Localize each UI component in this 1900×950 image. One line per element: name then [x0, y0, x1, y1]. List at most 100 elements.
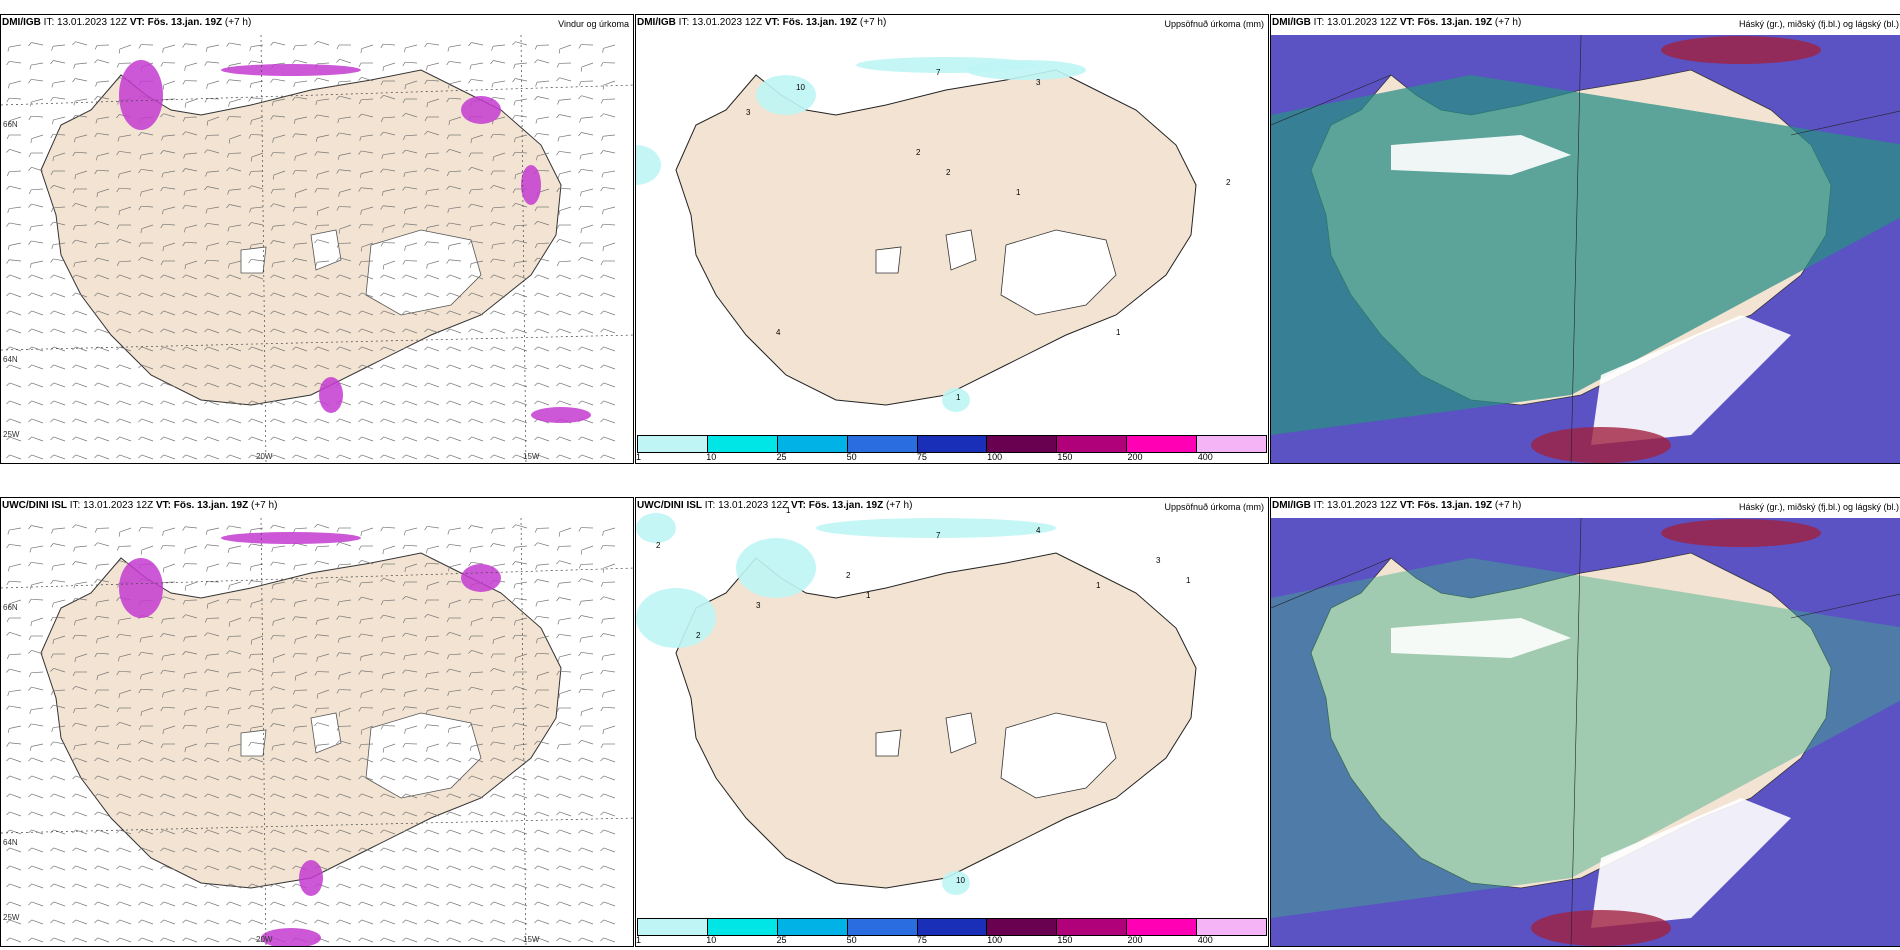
wind-barb	[600, 454, 615, 463]
wind-barb	[29, 241, 43, 247]
wind-barb	[72, 346, 87, 355]
wind-barb	[512, 919, 527, 928]
colorbar-label: 25	[776, 452, 786, 462]
wind-barb	[270, 400, 285, 409]
wind-barb	[600, 775, 615, 784]
wind-barb	[556, 560, 571, 568]
wind-barb	[95, 45, 109, 49]
wind-barb	[402, 847, 417, 856]
precip-blob	[461, 96, 501, 124]
wind-barb	[424, 829, 439, 838]
wind-barb	[94, 542, 109, 550]
wind-barb	[600, 418, 615, 427]
wind-barb	[578, 847, 593, 856]
wind-barb	[534, 274, 549, 283]
wind-barb	[490, 436, 505, 445]
wind-barb	[490, 543, 505, 550]
wind-barb	[50, 883, 65, 892]
wind-barb	[402, 829, 417, 838]
valid-label: VT:	[765, 17, 780, 28]
init-time: IT: 13.01.2023 12Z	[705, 500, 788, 511]
wind-barb	[601, 99, 615, 103]
axis-label-15w: 15W	[523, 452, 539, 461]
wind-barb	[28, 364, 43, 373]
wind-barb	[227, 563, 241, 568]
wind-barb	[446, 400, 461, 409]
wind-barb	[95, 81, 109, 86]
panel-title: DMI/IGB IT: 13.01.2023 12Z VT: Fös. 13.j…	[637, 17, 886, 28]
colorbar-swatch	[708, 436, 778, 452]
wind-barb	[512, 310, 527, 319]
wind-barb	[227, 43, 241, 49]
colorbar-swatch	[1057, 919, 1127, 935]
wind-barb	[513, 99, 527, 105]
wind-barb	[6, 292, 21, 301]
wind-barb	[600, 292, 615, 301]
wind-barb	[50, 382, 65, 391]
wind-barb	[380, 382, 395, 391]
panel-field-title: Uppsöfnuð úrkoma (mm)	[1164, 19, 1264, 29]
wind-barb	[29, 744, 44, 751]
wind-barb	[490, 883, 505, 892]
wind-barb	[28, 274, 43, 283]
wind-barb	[72, 328, 87, 337]
wind-barb	[116, 865, 131, 874]
wind-barb	[28, 775, 43, 784]
wind-barb	[534, 775, 549, 784]
wind-barb	[490, 937, 505, 946]
wind-barb	[72, 561, 87, 568]
wind-barb	[51, 97, 65, 103]
wind-barb	[226, 454, 241, 463]
wind-barb	[534, 919, 549, 928]
wind-barb	[402, 346, 417, 355]
wind-barb	[226, 436, 241, 445]
wind-barb	[7, 135, 21, 139]
wind-barb	[94, 937, 109, 946]
wind-barb	[490, 418, 505, 427]
wind-barb	[512, 883, 527, 892]
wind-barb	[381, 44, 395, 49]
wind-barb	[600, 346, 615, 355]
wind-barb	[72, 937, 87, 946]
wind-barb	[162, 81, 177, 90]
wind-barb	[270, 454, 285, 463]
wind-barb	[490, 811, 505, 820]
wind-barb	[556, 292, 571, 301]
wind-barb	[161, 582, 175, 586]
wind-barb	[182, 937, 197, 946]
cloud-map	[1271, 15, 1900, 464]
glacier	[876, 247, 901, 273]
precip-value: 2	[1226, 178, 1231, 187]
wind-barb	[424, 919, 439, 928]
wind-barb	[29, 599, 43, 604]
wind-map	[1, 498, 634, 947]
wind-barb	[183, 564, 197, 568]
panel-field-title: Háský (gr.), miðský (fj.bl.) og lágský (…	[1739, 502, 1899, 512]
panel-title: DMI/IGB IT: 13.01.2023 12Z VT: Fös. 13.j…	[1272, 500, 1521, 511]
wind-barb	[402, 436, 417, 445]
wind-barb	[600, 596, 615, 604]
wind-barb	[557, 582, 571, 587]
wind-barb	[556, 883, 571, 892]
wind-barb	[578, 578, 593, 586]
precip-area	[636, 145, 661, 185]
wind-barb	[6, 883, 21, 892]
wind-barb	[138, 418, 153, 427]
wind-barb	[162, 45, 177, 53]
wind-barb	[578, 257, 593, 265]
wind-barb	[117, 546, 131, 550]
colorbar-swatch	[1127, 436, 1197, 452]
wind-barb	[118, 528, 133, 537]
wind-barb	[50, 829, 65, 838]
wind-barb	[534, 865, 549, 874]
wind-barb	[535, 133, 549, 139]
wind-barb	[446, 418, 461, 427]
wind-barb	[28, 883, 43, 892]
wind-barb	[600, 847, 615, 856]
land-area	[41, 553, 561, 888]
precip-map: 1742121133210	[636, 498, 1269, 947]
wind-barb	[205, 45, 220, 52]
wind-barb	[425, 546, 440, 553]
precip-blob	[521, 165, 541, 205]
wind-barb	[600, 633, 615, 640]
